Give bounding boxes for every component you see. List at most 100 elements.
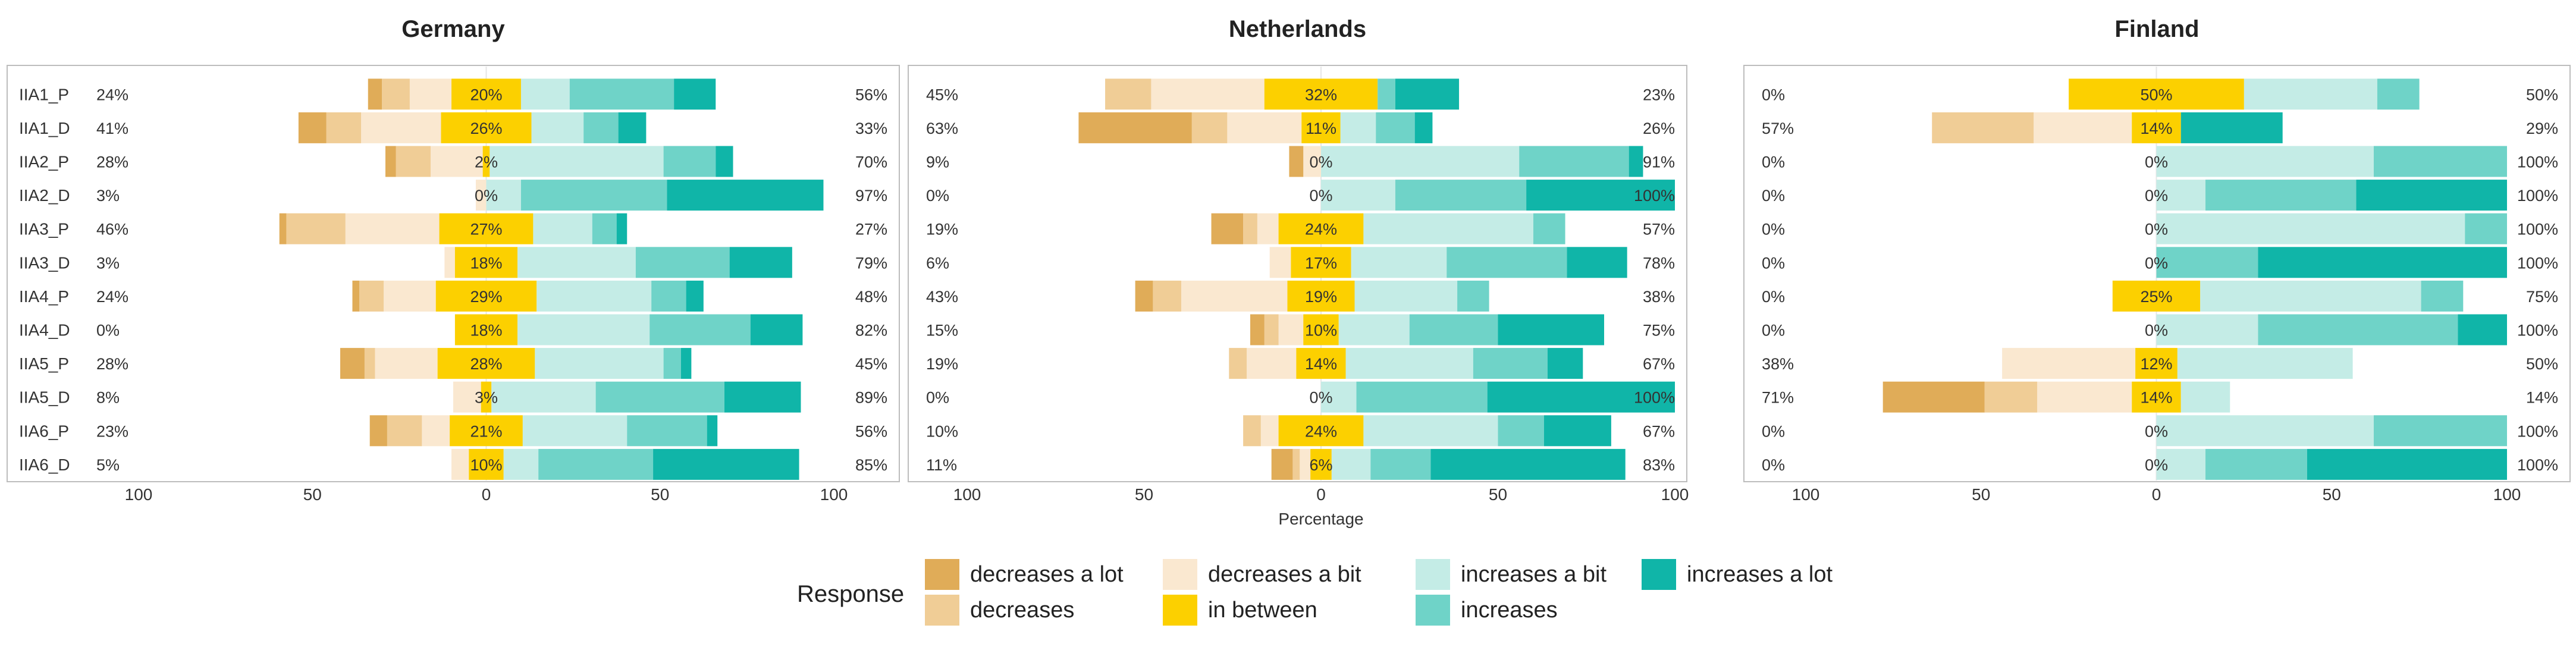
bar-segment-between	[441, 112, 532, 143]
middle-percent-label: 24%	[1305, 422, 1337, 440]
legend-title: Response	[797, 581, 904, 607]
bar-segment-inc_bit	[486, 180, 521, 211]
bar-segment-inc_bit	[1363, 415, 1498, 447]
middle-percent-label: 0%	[1309, 389, 1332, 407]
bar-segment-inc_lot	[1395, 78, 1460, 110]
bar-segment-inc_bit	[520, 78, 570, 110]
bar-segment-dec_bit	[475, 180, 487, 211]
bar-segment-inc_bit	[490, 146, 664, 177]
bar-segment-between	[2135, 348, 2177, 379]
bar-segment-dec_lot	[1271, 448, 1293, 480]
bar-segment-inc	[2205, 180, 2357, 211]
left-percent-label: 23%	[96, 422, 128, 440]
bar-segment-inc	[1378, 78, 1395, 110]
right-percent-label: 56%	[855, 86, 887, 103]
right-percent-label: 82%	[855, 322, 887, 340]
left-percent-label: 0%	[1762, 322, 1785, 340]
left-percent-label: 5%	[96, 456, 120, 474]
right-percent-label: 29%	[2526, 120, 2558, 137]
bar-segment-inc_bit	[491, 381, 596, 413]
bar-segment-inc	[1447, 247, 1567, 278]
bar-segment-inc_lot	[616, 213, 627, 244]
bar-segment-inc_bit	[517, 247, 636, 278]
middle-percent-label: 0%	[1309, 187, 1332, 205]
bar-segment-dec_bit	[422, 415, 450, 447]
bar-segment-inc_bit	[1321, 146, 1520, 177]
bar-segment-inc_bit	[1363, 213, 1533, 244]
bar-segment-inc_bit	[1351, 247, 1447, 278]
middle-percent-label: 2%	[475, 153, 498, 171]
x-tick-label: 0	[2152, 485, 2161, 504]
row-label: IIA3_D	[19, 253, 70, 272]
bar-segment-inc_bit	[503, 448, 539, 480]
bar-segment-inc	[1519, 146, 1629, 177]
left-percent-label: 71%	[1762, 389, 1794, 407]
middle-percent-label: 0%	[2145, 187, 2168, 205]
bar-segment-dec_bit	[2037, 381, 2132, 413]
middle-percent-label: 19%	[1305, 288, 1337, 306]
bar-segment-dec	[1229, 348, 1247, 379]
bar-segment-dec	[359, 280, 384, 312]
right-percent-label: 23%	[1643, 86, 1675, 103]
middle-percent-label: 24%	[1305, 221, 1337, 238]
bar-segment-inc_lot	[1487, 381, 1675, 413]
left-percent-label: 15%	[926, 322, 958, 340]
bar-segment-dec_lot	[352, 280, 360, 312]
legend-label-inc: increases	[1461, 598, 1558, 623]
bar-segment-inc_bit	[1340, 112, 1376, 143]
legend-label-dec: decreases	[970, 598, 1074, 623]
middle-percent-label: 0%	[2145, 422, 2168, 440]
bar-segment-inc	[635, 247, 730, 278]
bar-segment-inc_bit	[1321, 381, 1357, 413]
right-percent-label: 100%	[2517, 456, 2558, 474]
right-percent-label: 57%	[1643, 221, 1675, 238]
middle-percent-label: 11%	[1306, 120, 1336, 137]
bar-segment-inc	[1409, 314, 1498, 346]
bar-segment-inc	[2373, 415, 2507, 447]
row-label: IIA2_P	[19, 153, 69, 171]
legend-label-dec_bit: decreases a bit	[1208, 562, 1361, 587]
left-percent-label: 0%	[1762, 288, 1785, 306]
legend: Response decreases a lot decreases decrease…	[797, 559, 1833, 626]
x-tick-label: 100	[820, 485, 848, 504]
bar-segment-inc	[2377, 78, 2420, 110]
middle-percent-label: 3%	[475, 389, 498, 407]
x-tick-label: 100	[2493, 485, 2521, 504]
right-percent-label: 50%	[2526, 355, 2558, 373]
bar-segment-between	[469, 448, 504, 480]
bar-segment-inc_lot	[2458, 314, 2507, 346]
right-percent-label: 85%	[855, 456, 887, 474]
row-label: IIA1_D	[19, 119, 70, 137]
bar-segment-between	[2132, 112, 2181, 143]
left-percent-label: 63%	[926, 120, 958, 137]
right-percent-label: 26%	[1643, 120, 1675, 137]
right-percent-label: 27%	[855, 221, 887, 238]
middle-percent-label: 27%	[470, 221, 502, 238]
left-percent-label: 11%	[926, 456, 957, 474]
right-percent-label: 33%	[855, 120, 887, 137]
bar-segment-inc_lot	[1543, 415, 1611, 447]
left-percent-label: 28%	[96, 153, 128, 171]
left-percent-label: 0%	[1762, 86, 1785, 103]
panel-germany: Germany IIA1_P 24% 20% 56% IIA1_D 41% 26% 33% IIA…	[7, 16, 900, 504]
bar-segment-inc_bit	[2244, 78, 2377, 110]
bar-segment-dec	[387, 415, 422, 447]
bar-segment-dec_bit	[384, 280, 436, 312]
left-percent-label: 19%	[926, 355, 958, 373]
middle-percent-label: 20%	[470, 86, 502, 103]
panel-title: Finland	[2114, 16, 2199, 42]
bar-segment-dec_bit	[1260, 415, 1279, 447]
bar-segment-inc_bit	[517, 314, 650, 346]
left-percent-label: 0%	[1762, 153, 1785, 171]
bar-segment-inc_lot	[674, 78, 716, 110]
bar-segment-inc_lot	[618, 112, 647, 143]
right-percent-label: 48%	[855, 288, 887, 306]
x-tick-label: 100	[1661, 485, 1689, 504]
bar-segment-inc	[1533, 213, 1565, 244]
row-label: IIA2_D	[19, 186, 70, 205]
row-label: IIA4_P	[19, 287, 69, 306]
bar-segment-between	[1310, 448, 1332, 480]
middle-percent-label: 0%	[2145, 221, 2168, 238]
bar-segment-inc_bit	[1331, 448, 1371, 480]
row-label: IIA6_D	[19, 456, 70, 474]
